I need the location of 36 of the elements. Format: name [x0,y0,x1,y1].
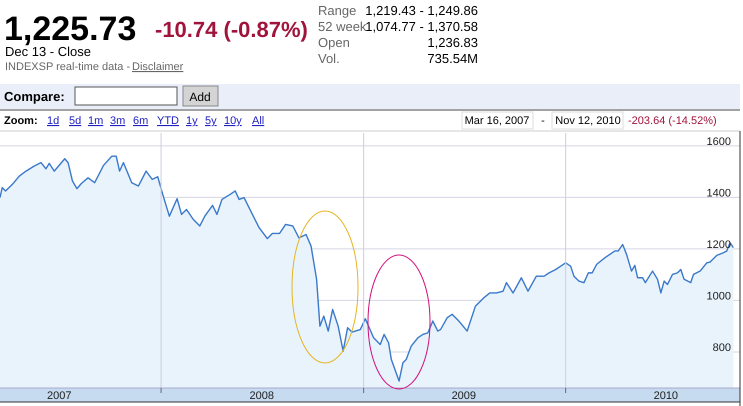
text: All [252,115,264,127]
text: Range [318,3,356,18]
text: 1,236.83 [427,35,478,50]
text: Disclaimer [132,61,184,73]
text: 1,074.77 - 1,370.58 [365,19,478,34]
x-tick-label: 2009 [452,390,476,402]
text: INDEXSP real-time data - [5,61,130,73]
y-tick-label: 1600 [706,136,731,148]
text: Open [318,35,350,50]
x-tick-label: 2008 [250,390,274,402]
text: 6m [133,115,148,127]
text: 52 week [318,19,367,34]
text: 1d [47,115,60,127]
text: 10y [224,115,242,127]
text: 5d [69,115,82,127]
text: 3m [110,115,126,127]
text: Compare: [4,89,65,104]
text: 1,219.43 - 1,249.86 [365,3,478,18]
text: 1y [186,115,198,127]
text: - [541,115,546,127]
text: Vol. [318,51,340,66]
text: YTD [157,115,180,127]
text: 5y [205,115,218,127]
y-tick-label: 1400 [706,187,731,200]
text: Nov 12, 2010 [555,115,621,127]
text: Zoom: [4,115,38,127]
text: -203.64 (-14.52%) [628,115,717,127]
text: 735.54M [427,51,478,66]
text: Add [189,90,211,104]
x-tick-label: 2010 [654,390,678,402]
y-tick-label: 1000 [706,290,731,302]
x-tick-label: 2007 [46,390,72,402]
chart-subtitle: -10.74 (-0.87%) [155,17,308,42]
y-tick-label: 800 [712,342,731,354]
text: Mar 16, 2007 [464,115,530,127]
text: 1m [88,115,104,127]
